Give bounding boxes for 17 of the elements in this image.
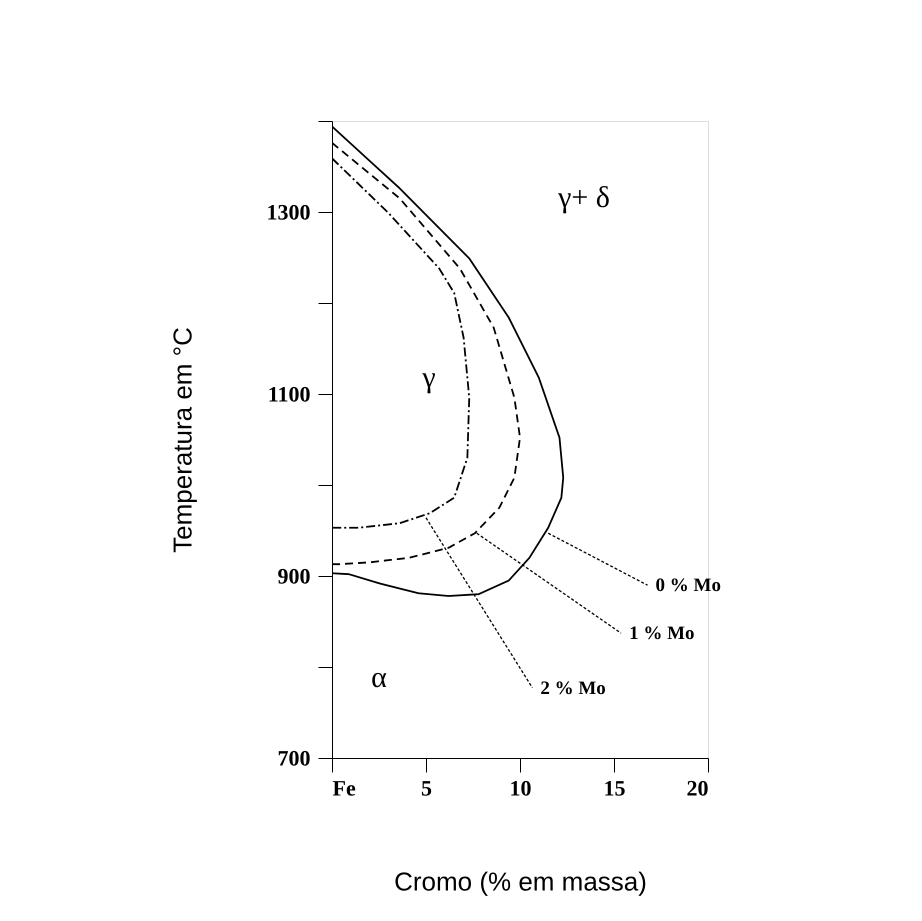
- x-tick-label: 15: [604, 776, 626, 800]
- annotation: α: [371, 661, 388, 694]
- y-tick-label: 900: [278, 564, 310, 588]
- y-axis-title: Temperatura em °C: [168, 327, 198, 553]
- annotation: 2 % Mo: [540, 678, 606, 699]
- annotation: γ: [421, 361, 436, 394]
- y-tick-label: 700: [278, 746, 310, 770]
- annotation: 1 % Mo: [629, 623, 695, 644]
- x-tick-label: 5: [421, 776, 432, 800]
- x-axis-title: Cromo (% em massa): [394, 866, 647, 896]
- y-tick-label: 1300: [266, 200, 310, 224]
- x-tick-label: 20: [686, 776, 708, 800]
- y-tick-label: 1100: [268, 382, 310, 406]
- x-tick-label: 10: [510, 776, 532, 800]
- annotation: 0 % Mo: [656, 575, 721, 596]
- x-tick-label: Fe: [332, 776, 356, 800]
- annotation: γ+ δ: [557, 181, 610, 214]
